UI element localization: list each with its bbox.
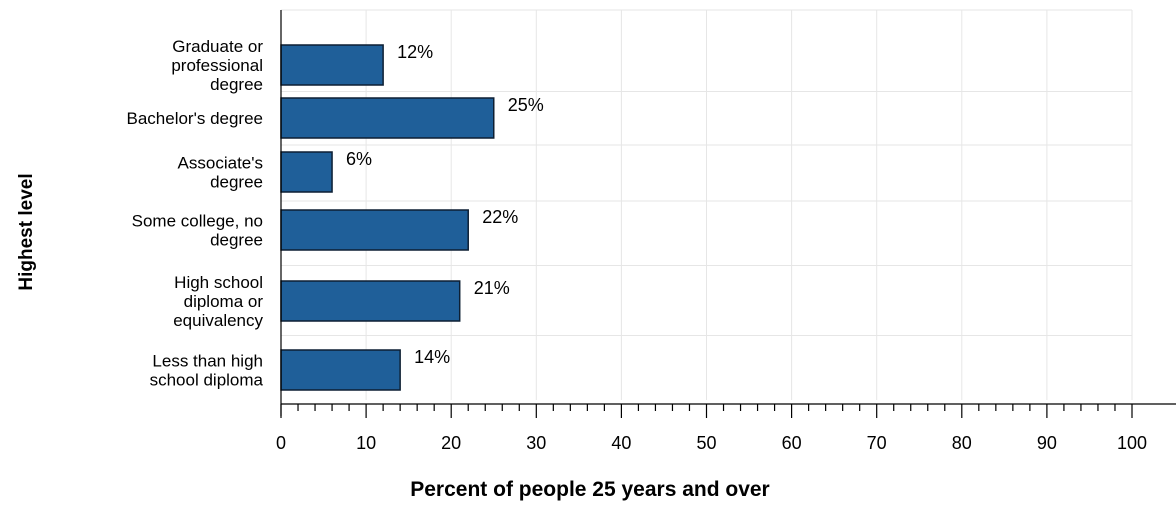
x-axis-title: Percent of people 25 years and over <box>410 478 769 501</box>
y-category-label-line: Less than high <box>152 352 263 371</box>
x-tick-label: 10 <box>356 433 376 453</box>
x-tick-label: 90 <box>1037 433 1057 453</box>
bar <box>280 209 469 251</box>
x-tick-label: 0 <box>276 433 286 453</box>
x-tick-label: 20 <box>441 433 461 453</box>
y-category-label: Some college, no degree <box>132 212 263 250</box>
y-category-label-line: Associate's <box>178 154 263 173</box>
axis-layer <box>280 10 1176 418</box>
bars-layer <box>280 44 495 391</box>
bar-value-label: 25% <box>508 95 544 115</box>
y-category-label-line: diploma or <box>184 292 264 311</box>
y-category-label-line: school diploma <box>150 371 264 390</box>
bar-value-label: 12% <box>397 42 433 62</box>
y-category-label-line: professional <box>171 56 263 75</box>
y-category-label-line: degree <box>210 173 263 192</box>
y-category-label-line: degree <box>210 75 263 94</box>
bar-value-label: 22% <box>482 207 518 227</box>
y-category-label-line: degree <box>210 231 263 250</box>
x-tick-label: 80 <box>952 433 972 453</box>
bar <box>280 349 401 391</box>
x-tick-label: 30 <box>526 433 546 453</box>
y-category-label: Less than high school diploma <box>150 352 264 390</box>
x-tick-label: 70 <box>867 433 887 453</box>
y-category-label: Bachelor's degree <box>127 109 264 128</box>
y-category-label: Associate's degree <box>178 154 263 192</box>
y-category-label-line: equivalency <box>173 311 263 330</box>
bar-value-label: 6% <box>346 149 372 169</box>
grid-layer <box>281 9 1133 400</box>
y-category-label-line: Graduate or <box>172 37 263 56</box>
bar-value-label: 14% <box>414 347 450 367</box>
labels-layer: 0 10 20 30 40 50 60 70 80 90 100 12% Graduate or prof… <box>127 37 1148 453</box>
y-category-label-line: Bachelor's degree <box>127 109 264 128</box>
x-tick-label: 100 <box>1117 433 1147 453</box>
bar <box>280 280 461 322</box>
y-category-label-line: High school <box>174 273 263 292</box>
x-tick-label: 60 <box>782 433 802 453</box>
x-tick-label: 40 <box>611 433 631 453</box>
bar <box>280 151 333 193</box>
bar <box>280 44 384 86</box>
x-tick-label: 50 <box>696 433 716 453</box>
y-category-label: High school diploma or equivalency <box>173 273 263 330</box>
y-category-label-line: Some college, no <box>132 212 263 231</box>
bar <box>280 97 495 139</box>
y-category-label: Graduate or professional degree <box>171 37 263 94</box>
bar-value-label: 21% <box>474 278 510 298</box>
y-axis-title: Highest level <box>16 173 37 290</box>
